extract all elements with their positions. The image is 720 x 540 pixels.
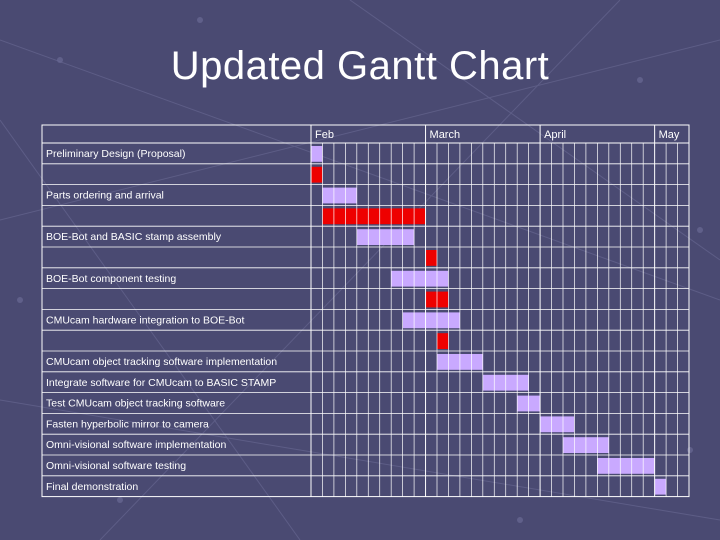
gantt-task-label: Parts ordering and arrival [46, 190, 164, 202]
gantt-bar-planned [322, 187, 357, 204]
gantt-bar-actual [311, 166, 323, 183]
gantt-task-label: CMUcam object tracking software implemen… [46, 356, 277, 368]
gantt-month-label: April [544, 129, 566, 141]
gantt-task-label: Fasten hyperbolic mirror to camera [46, 418, 209, 430]
gantt-bar-planned [391, 270, 449, 287]
slide-title: Updated Gantt Chart [170, 44, 550, 88]
gantt-task-label: BOE-Bot component testing [46, 273, 176, 285]
gantt-month-label: May [659, 129, 680, 141]
gantt-bar-actual [425, 250, 437, 266]
gantt-task-label: Integrate software for CMUcam to BASIC S… [46, 377, 276, 389]
gantt-bar-planned [402, 312, 460, 329]
gantt-bar-planned [654, 478, 667, 495]
gantt-bar-planned [356, 229, 415, 245]
gantt-task-label: CMUcam hardware integration to BOE-Bot [46, 314, 244, 326]
gantt-month-label: Feb [315, 129, 334, 141]
gantt-bar-actual [322, 208, 426, 225]
gantt-bar-planned [540, 416, 575, 433]
gantt-task-label: BOE-Bot and BASIC stamp assembly [46, 231, 222, 243]
gantt-task-label: Test CMUcam object tracking software [46, 398, 225, 410]
gantt-task-label: Omni-visional software testing [46, 460, 186, 472]
gantt-task-label: Preliminary Design (Proposal) [46, 148, 185, 160]
gantt-frame [41, 124, 690, 498]
gantt-bar-planned [597, 458, 655, 474]
gantt-month-label: March [430, 129, 461, 141]
gantt-task-label: Omni-visional software implementation [46, 439, 226, 451]
gantt-task-label: Final demonstration [46, 481, 138, 493]
gantt-bar-actual [437, 333, 449, 349]
gantt-bar-planned [311, 146, 323, 162]
